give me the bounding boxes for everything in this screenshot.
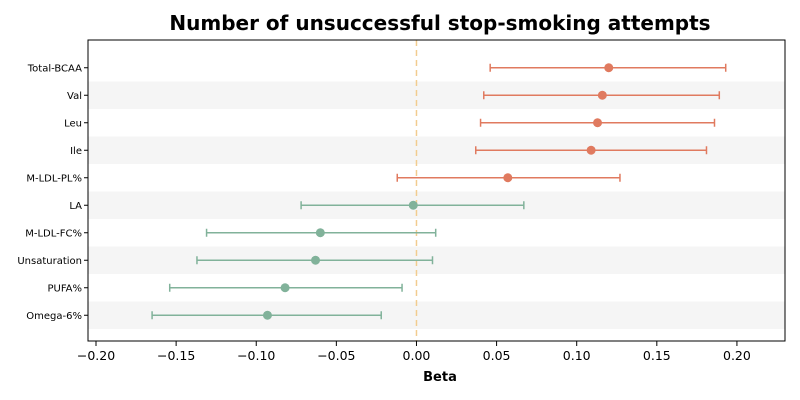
- estimate-row: [475, 145, 708, 155]
- estimate-row: [489, 63, 727, 73]
- y-axis: Total-BCAA Val Leu Ile M-LDL-PL% LA M-LDL-FC% U…: [17, 63, 88, 322]
- plot-frame: [87, 39, 786, 342]
- y-tick-label: Ile: [70, 146, 82, 157]
- x-axis-label: Beta: [423, 370, 457, 385]
- estimate-row: [483, 90, 721, 100]
- y-tick-label: Total-BCAA: [27, 63, 82, 74]
- y-tick-label: M-LDL-PL%: [26, 173, 82, 184]
- estimate-row: [151, 310, 382, 320]
- y-tick-label: Leu: [64, 118, 82, 129]
- point-estimate: [315, 228, 325, 238]
- y-tick-label: PUFA%: [47, 283, 82, 294]
- point-estimate: [604, 63, 614, 73]
- estimate-row: [479, 118, 716, 128]
- point-estimate: [593, 118, 603, 128]
- x-tick-label: −0.20: [77, 348, 115, 363]
- y-tick-label: Unsaturation: [17, 256, 82, 267]
- x-tick-label: −0.10: [237, 348, 275, 363]
- x-tick-label: −0.05: [317, 348, 355, 363]
- estimate-row: [300, 200, 525, 210]
- y-tick-label: M-LDL-FC%: [25, 228, 82, 239]
- point-estimate: [262, 310, 272, 320]
- x-tick-label: 0.15: [643, 348, 671, 363]
- point-estimate: [311, 255, 321, 265]
- row-band: [88, 246, 785, 274]
- chart-title: Number of unsuccessful stop-smoking atte…: [169, 11, 710, 35]
- x-tick-label: 0.05: [483, 348, 511, 363]
- x-tick-label: 0.20: [723, 348, 751, 363]
- point-estimate: [586, 145, 596, 155]
- x-axis: −0.20 −0.15 −0.10 −0.05 0.00 0.05 0.10 0.15 0.20: [77, 341, 751, 363]
- y-tick-label: Val: [67, 91, 82, 102]
- x-tick-label: −0.15: [157, 348, 195, 363]
- x-tick-label: 0.00: [403, 348, 431, 363]
- estimate-row: [205, 228, 437, 238]
- estimate-row: [396, 173, 621, 183]
- estimate-row: [196, 255, 434, 265]
- point-estimate: [597, 90, 607, 100]
- x-tick-label: 0.10: [563, 348, 591, 363]
- point-estimate: [503, 173, 513, 183]
- estimate-row: [168, 283, 403, 293]
- y-tick-label: LA: [69, 201, 82, 212]
- point-estimate: [280, 283, 290, 293]
- point-estimate: [408, 200, 418, 210]
- data-marks: [151, 63, 727, 320]
- y-tick-label: Omega-6%: [26, 311, 82, 322]
